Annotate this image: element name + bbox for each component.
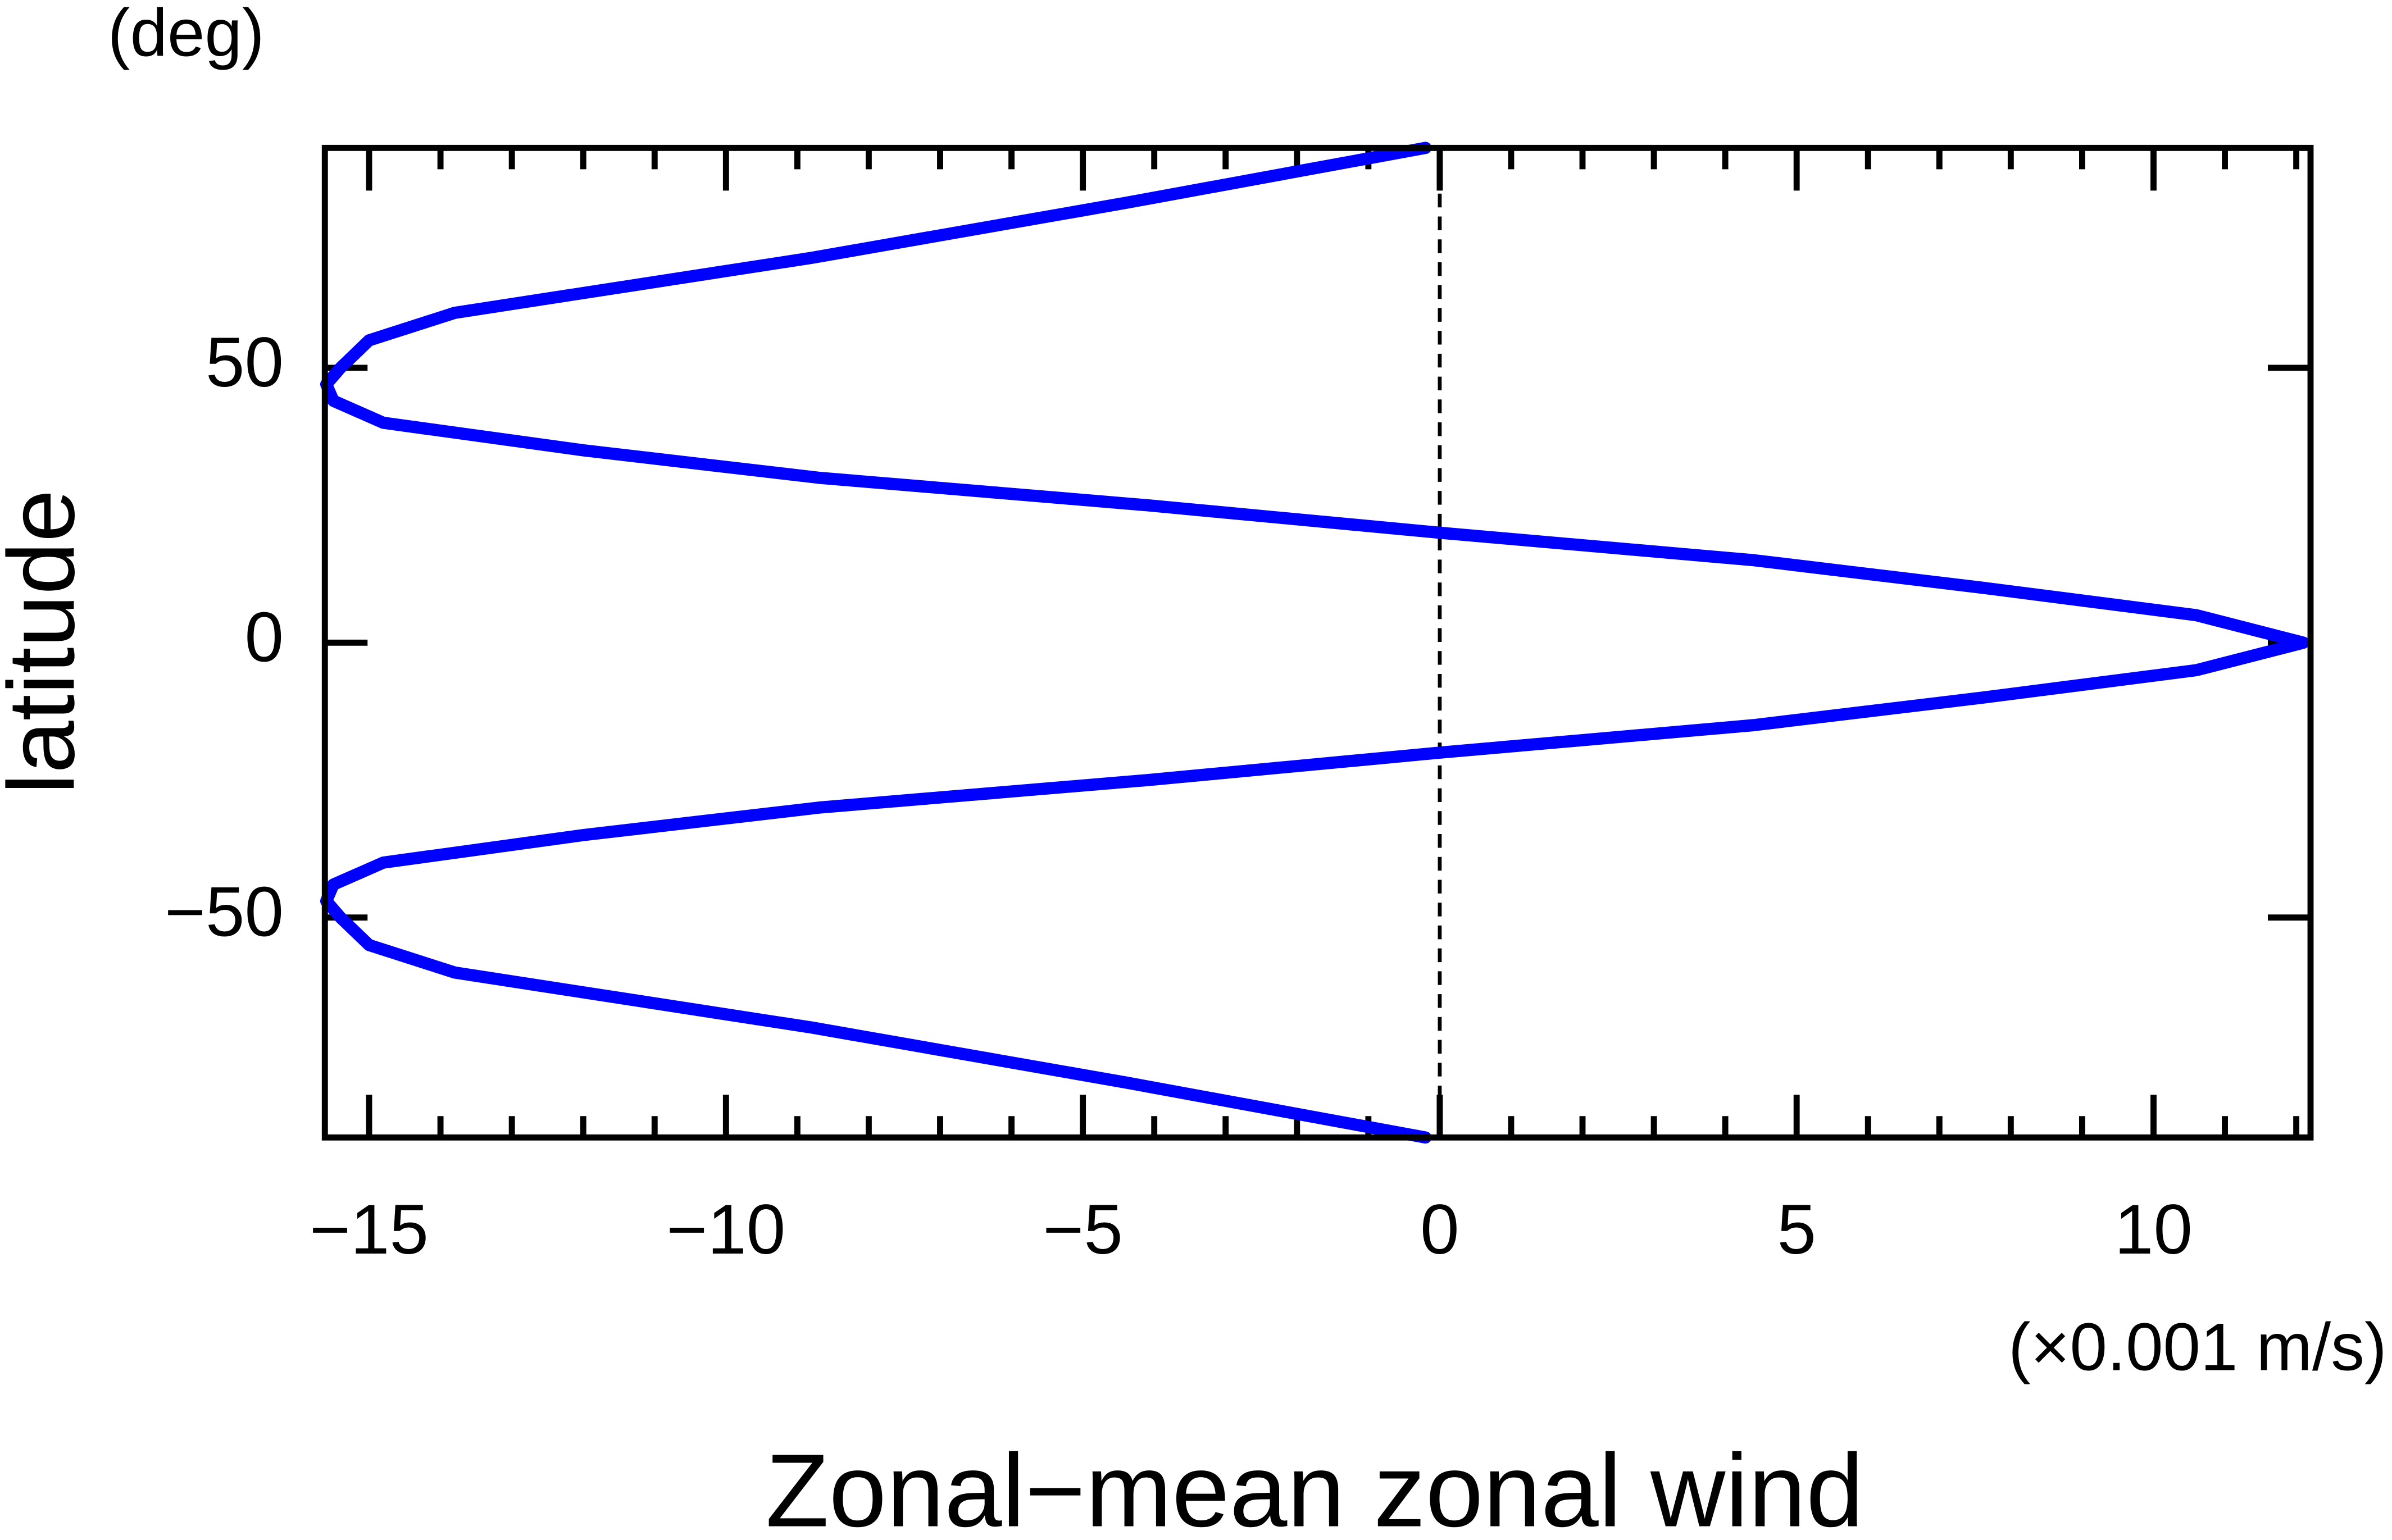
x-tick-label: 10 <box>2114 1191 2193 1269</box>
x-unit: (×0.001 m/s) <box>2008 1310 2387 1385</box>
x-tick-label: 5 <box>1777 1191 1816 1269</box>
y-tick-label: −50 <box>165 873 284 951</box>
y-tick-label: 0 <box>245 598 284 676</box>
x-axis-label: Zonal−mean zonal wind <box>766 1433 1864 1540</box>
x-tick-label: 0 <box>1420 1191 1459 1269</box>
y-unit: (deg) <box>108 0 265 70</box>
plot-frame <box>321 144 2314 1141</box>
x-tick-label: −10 <box>666 1191 785 1269</box>
y-axis-label: latitude <box>0 490 94 795</box>
x-tick-label: −5 <box>1043 1191 1122 1269</box>
x-tick-label: −15 <box>310 1191 429 1269</box>
line-series <box>320 142 2310 1144</box>
y-tick-label: 50 <box>206 324 284 402</box>
